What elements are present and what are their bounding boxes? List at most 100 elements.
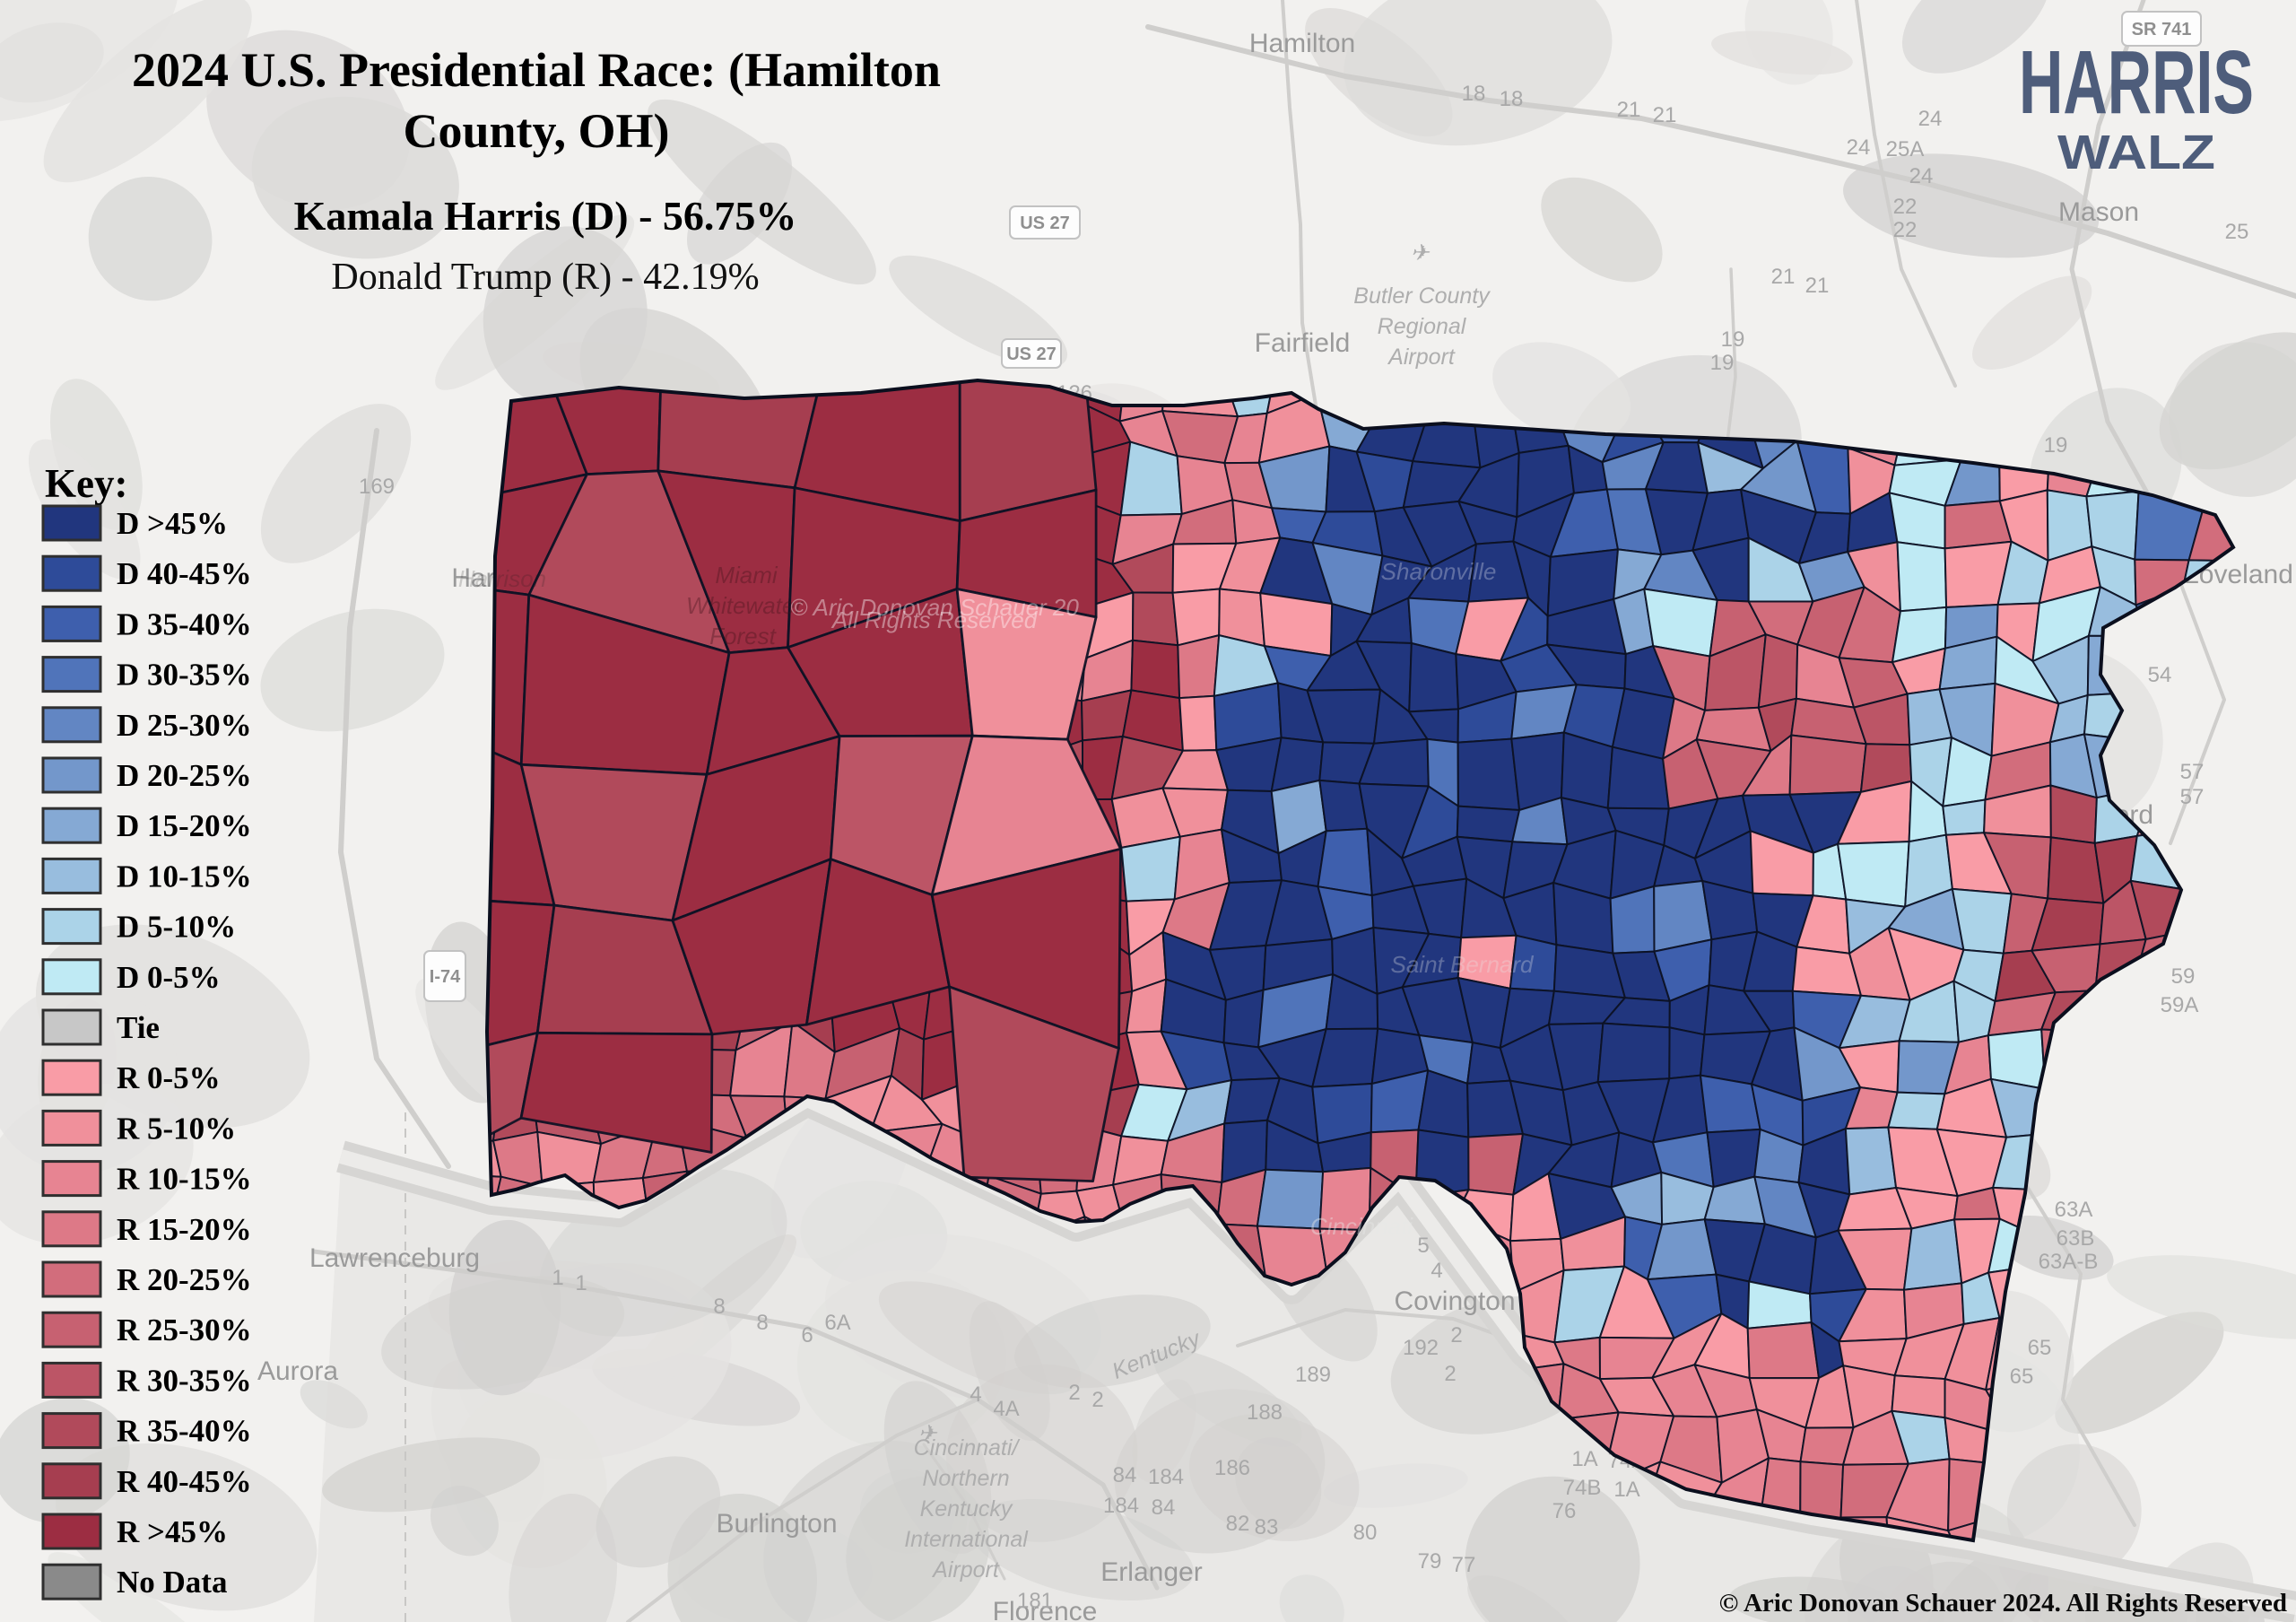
legend-swatch (41, 908, 102, 946)
map-label: Airport (931, 1557, 1000, 1583)
legend-swatch (41, 605, 102, 642)
map-label: 24 (1847, 135, 1871, 160)
legend-item-label: R >45% (117, 1514, 228, 1549)
map-label: ✈ (1411, 240, 1431, 266)
map-label: 2 (1091, 1388, 1103, 1412)
harris-walz-logo: HARRIS WALZ (2019, 32, 2254, 179)
legend-swatch (41, 1260, 102, 1298)
precinct (1408, 642, 1459, 713)
map-label: 184 (1148, 1465, 1184, 1489)
map-label: 77 (1452, 1553, 1476, 1577)
map-label: International (904, 1527, 1029, 1552)
map-label: Covington (1394, 1286, 1515, 1316)
legend-item-label: R 35-40% (117, 1414, 252, 1449)
precinct (1896, 541, 1948, 613)
legend-item-label: D 10-15% (117, 859, 252, 894)
map-label: 25A (1886, 137, 1925, 161)
page-title-line2: County, OH) (403, 104, 669, 158)
map-label: Cincinnati/ (914, 1435, 1022, 1461)
precinct (1177, 634, 1221, 700)
precinct (1596, 1022, 1671, 1084)
logo-harris: HARRIS (2019, 32, 2254, 133)
legend-item-label: R 20-25% (117, 1262, 252, 1297)
legend-item: D 30-35% (41, 656, 252, 693)
map-label: 169 (359, 475, 395, 499)
legend-swatch (41, 958, 102, 996)
legend-swatch (41, 1462, 102, 1500)
precinct (1120, 835, 1181, 903)
map-label: 19 (1721, 327, 1745, 352)
map-label: 18 (1462, 82, 1486, 106)
legend-item: D 35-40% (41, 605, 252, 642)
map-label: 63A (2055, 1198, 2093, 1222)
legend-swatch (41, 1563, 102, 1600)
legend-item: R 40-45% (41, 1462, 252, 1500)
legend-item-label: R 40-45% (117, 1464, 252, 1499)
legend-item: R >45% (41, 1513, 228, 1550)
legend-item: D 0-5% (41, 958, 221, 996)
map-label: 188 (1247, 1400, 1283, 1425)
legend-swatch (41, 857, 102, 894)
legend-item: D 20-25% (41, 756, 252, 794)
logo-walz: WALZ (2057, 126, 2215, 179)
map-label: 1 (575, 1271, 587, 1295)
legend-item: D 25-30% (41, 706, 252, 744)
map-label: 63A-B (2039, 1250, 2099, 1274)
map-label: 189 (1295, 1363, 1331, 1387)
map-label: Mason (2058, 197, 2139, 227)
trump-result: Donald Trump (R) - 42.19% (331, 257, 759, 298)
map-label: Erlanger (1100, 1557, 1202, 1587)
route-shield-label: I-74 (430, 967, 461, 987)
map-label: 63B (2057, 1226, 2095, 1251)
map-label: ✈ (918, 1421, 938, 1446)
precinct (1942, 798, 1987, 836)
legend-swatch (41, 1311, 102, 1348)
precinct (519, 1031, 714, 1154)
map-label: 21 (1653, 103, 1677, 127)
map-label: 21 (1805, 274, 1830, 298)
legend-item-label: R 10-15% (117, 1162, 252, 1197)
map-label: 65 (2010, 1365, 2034, 1389)
legend-item-label: No Data (117, 1565, 227, 1600)
map-label: Butler County (1353, 283, 1491, 309)
legend-item: Tie (41, 1008, 160, 1046)
map-label: 22 (1893, 195, 1918, 219)
legend-item-label: R 30-35% (117, 1363, 252, 1398)
map-label: 80 (1353, 1521, 1378, 1545)
legend-swatch (41, 1513, 102, 1550)
map-label: 84 (1152, 1496, 1176, 1520)
map-label: 79 (1418, 1549, 1442, 1574)
legend-item-label: D 30-35% (117, 658, 252, 693)
map-label: 84 (1113, 1463, 1137, 1487)
legend-item: D 40-45% (41, 554, 252, 592)
map-label: 24 (1918, 107, 1943, 131)
legend-swatch (41, 656, 102, 693)
legend-item-label: D >45% (117, 506, 228, 541)
map-label: 184 (1103, 1494, 1139, 1518)
route-shield-label: US 27 (1020, 214, 1070, 233)
legend-item-label: R 15-20% (117, 1212, 252, 1247)
precinct (1844, 1126, 1898, 1196)
header: 2024 U.S. Presidential Race: (Hamilton C… (132, 43, 941, 298)
legend-swatch (41, 706, 102, 744)
map-label: 4 (1431, 1259, 1442, 1283)
overlay-labels: Miami Whitewater Forest Cincinnati Saint Ber… (458, 558, 1535, 1240)
legend-item-label: D 0-5% (117, 960, 221, 995)
overlay-label: © Aric Donovan Schauer 20 (790, 594, 1079, 621)
map-label: Airport (1387, 344, 1456, 370)
map-label: 82 (1226, 1512, 1250, 1536)
map-label: Kentucky (920, 1496, 1013, 1522)
map-label: 19 (1710, 351, 1735, 375)
precinct (1903, 1218, 1963, 1291)
map-label: Regional (1378, 314, 1467, 339)
legend-item: D >45% (41, 504, 228, 542)
legend-swatch (41, 1160, 102, 1198)
map-label: 22 (1893, 218, 1918, 242)
overlay-label: Cincinnati (1310, 1213, 1413, 1240)
map-label: Lawrenceburg (309, 1243, 480, 1273)
map-label: Florence (993, 1597, 1098, 1622)
legend-item: No Data (41, 1563, 227, 1600)
legend-swatch (41, 1412, 102, 1450)
